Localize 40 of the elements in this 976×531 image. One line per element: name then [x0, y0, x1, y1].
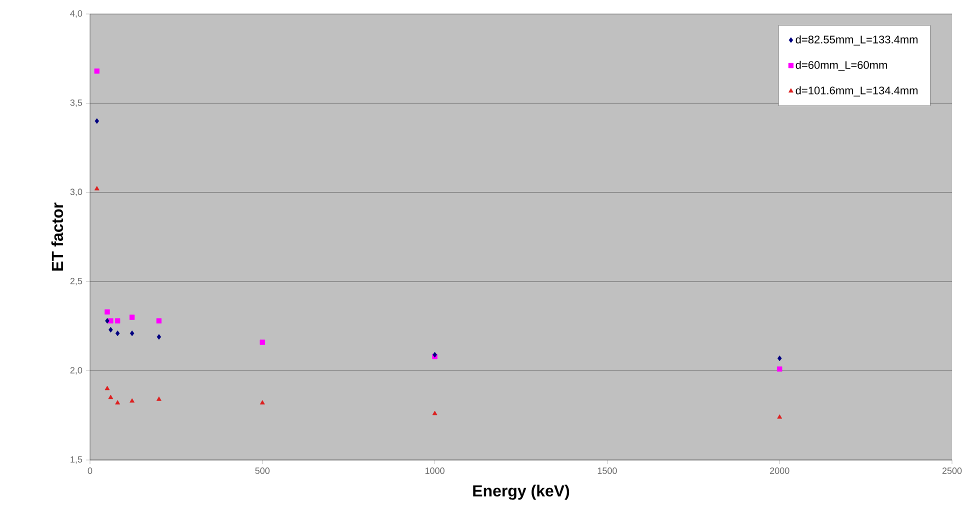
- x-tick-label: 1500: [598, 468, 617, 474]
- x-tick-label: 1000: [425, 468, 444, 474]
- point: [104, 309, 110, 315]
- point: [104, 386, 110, 390]
- legend-label: d=82.55mm_L=133.4mm: [796, 35, 918, 46]
- y-tick-label: 2,0: [70, 367, 82, 375]
- point: [94, 68, 100, 74]
- x-tick-label: 2500: [942, 468, 962, 474]
- point: [260, 340, 266, 345]
- point: [130, 330, 134, 336]
- point: [777, 356, 782, 362]
- point: [432, 410, 438, 416]
- point: [115, 330, 120, 336]
- point: [108, 318, 114, 324]
- x-tick-label: 500: [255, 468, 270, 474]
- x-tick-label: 0: [88, 468, 92, 474]
- point: [114, 318, 120, 324]
- point: [130, 398, 135, 403]
- point: [156, 334, 162, 340]
- y-tick-label: 3,0: [70, 188, 82, 196]
- point: [156, 396, 162, 401]
- x-axis-title: Energy (keV): [473, 484, 570, 500]
- point: [115, 400, 120, 404]
- x-tick-label: 2000: [770, 468, 790, 474]
- point: [108, 394, 114, 400]
- point: [94, 186, 100, 190]
- point: [156, 318, 162, 324]
- legend-label: d=60mm_L=60mm: [796, 60, 887, 71]
- point: [94, 118, 100, 124]
- point: [777, 366, 782, 372]
- point: [129, 314, 135, 320]
- y-tick-label: 3,5: [70, 99, 82, 107]
- point: [777, 414, 782, 419]
- y-axis-title: ET factor: [51, 202, 64, 271]
- legend-label: d=101.6mm_L=134.4mm: [796, 86, 918, 96]
- y-tick-label: 4,0: [70, 10, 82, 18]
- y-tick-label: 2,5: [70, 278, 82, 286]
- point: [105, 318, 110, 324]
- y-tick-label: 1,5: [70, 456, 82, 464]
- point: [260, 400, 265, 404]
